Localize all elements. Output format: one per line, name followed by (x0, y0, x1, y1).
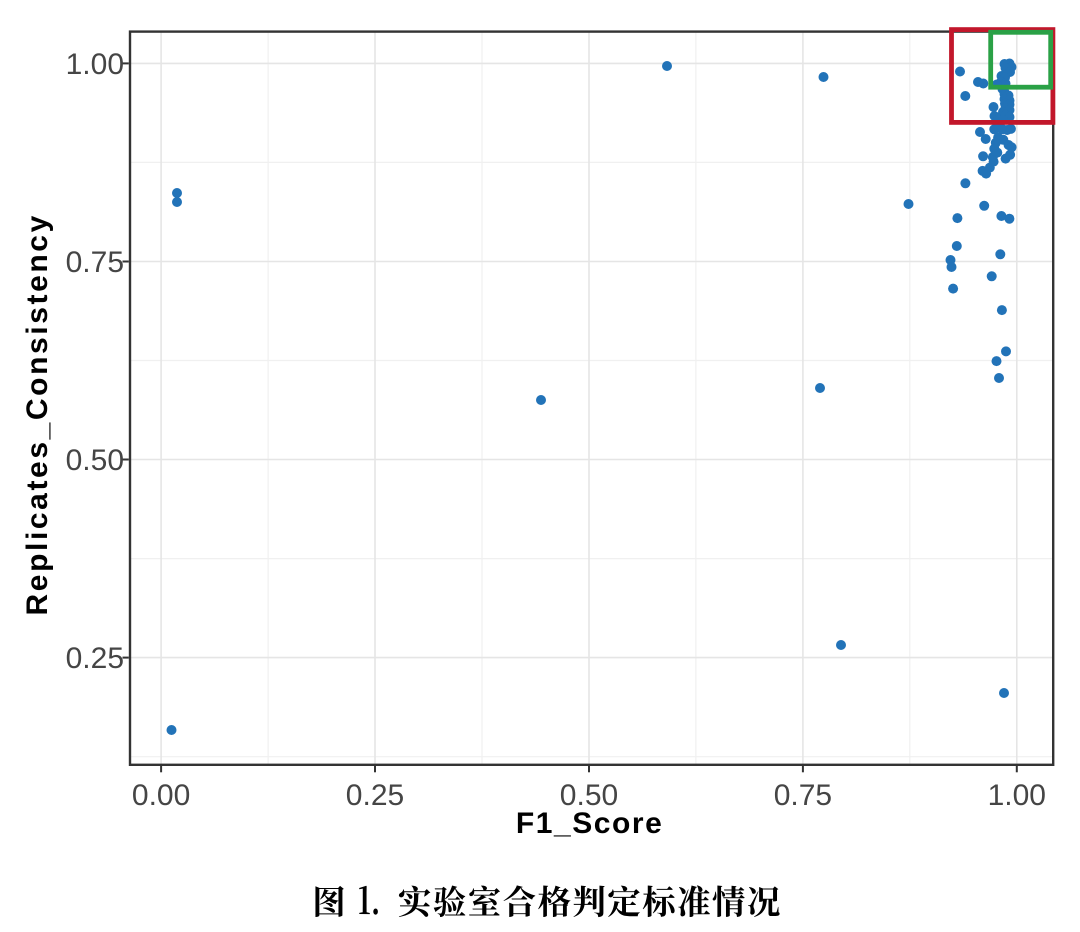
svg-text:0.25: 0.25 (66, 642, 124, 675)
svg-text:1.00: 1.00 (988, 779, 1046, 812)
svg-text:0.75: 0.75 (66, 246, 124, 279)
svg-text:0.00: 0.00 (132, 779, 190, 812)
svg-text:F1_Score: F1_Score (516, 807, 663, 840)
svg-text:1.00: 1.00 (66, 48, 124, 81)
svg-text:0.50: 0.50 (66, 444, 124, 477)
svg-text:0.75: 0.75 (774, 779, 832, 812)
svg-text:0.50: 0.50 (560, 779, 618, 812)
svg-text:Replicates_Consistency: Replicates_Consistency (21, 213, 54, 615)
svg-text:0.25: 0.25 (346, 779, 404, 812)
